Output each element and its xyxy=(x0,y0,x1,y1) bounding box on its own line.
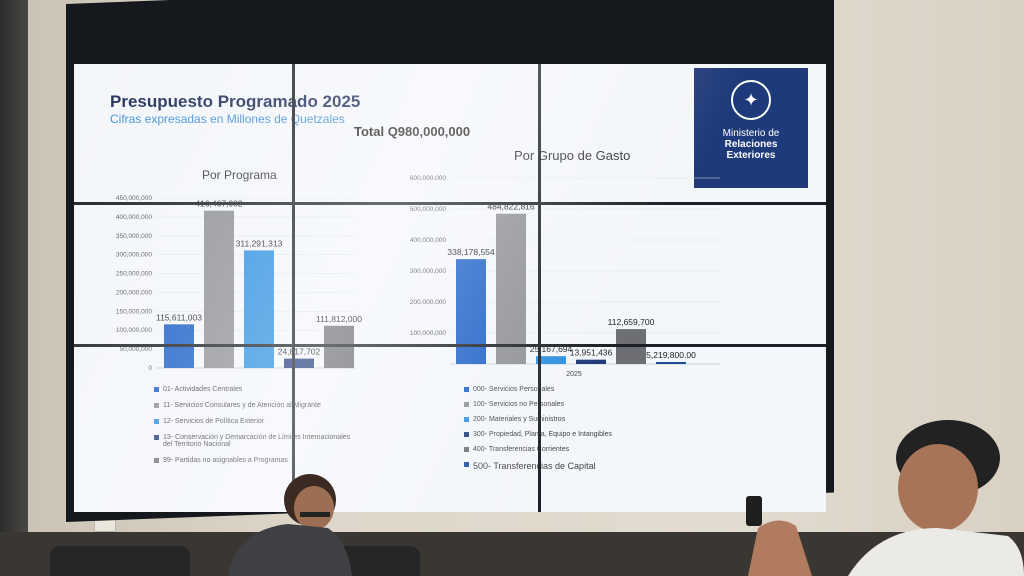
slide-title: Presupuesto Programado 2025 xyxy=(110,92,361,111)
legend-swatch xyxy=(464,387,469,392)
x-tick-label: 2025 xyxy=(566,371,582,378)
data-label: 13,951,436 xyxy=(570,348,613,358)
bar-3 xyxy=(284,358,314,368)
logo-line-3: Exteriores xyxy=(726,150,776,161)
data-label: 5,219,800.00 xyxy=(646,350,696,360)
legend-label: 500- Transferencias de Capital xyxy=(473,461,596,471)
data-label: 484,822,816 xyxy=(487,202,535,212)
legend-item: 13- Conservación y Demarcación de Límite… xyxy=(154,434,354,448)
legend-label: 13- Conservación y Demarcación de Límite… xyxy=(163,434,351,448)
bar-5 xyxy=(656,362,686,364)
legend-label: 300- Propiedad, Planta, Equipo e Intangi… xyxy=(473,431,612,438)
y-tick-label: 300,000,000 xyxy=(410,268,447,275)
legend-label: 99- Partidas no asignables a Programas xyxy=(163,457,288,464)
data-label: 25,167,694 xyxy=(530,344,573,354)
chart-title-programa: Por Programa xyxy=(202,168,277,182)
legend-item: 500- Transferencias de Capital xyxy=(464,461,704,471)
seated-man xyxy=(228,474,352,576)
y-tick-label: 200,000,000 xyxy=(410,299,447,306)
legend-item: 100- Servicios no Personales xyxy=(464,401,704,408)
legend-item: 400- Transferencias Corrientes xyxy=(464,446,704,453)
bar-2 xyxy=(536,356,566,364)
bar-1 xyxy=(496,213,526,364)
y-tick-label: 500,000,000 xyxy=(410,206,447,213)
legend-item: 99- Partidas no asignables a Programas xyxy=(154,457,354,464)
legend-label: 100- Servicios no Personales xyxy=(473,401,565,408)
legend-label: 200- Materiales y Suministros xyxy=(473,416,566,423)
legend-swatch xyxy=(154,435,159,440)
man-with-phone xyxy=(746,420,1024,576)
left-door-frame xyxy=(0,0,28,576)
legend-label: 12- Servicios de Política Exterior xyxy=(163,418,265,425)
legend-swatch xyxy=(464,402,469,407)
legend-item: 11- Servicios Consulares y de Atención a… xyxy=(154,402,354,409)
bar-1 xyxy=(204,210,234,368)
legend-gasto: 000- Servicios Personales 100- Servicios … xyxy=(464,386,704,479)
guatemala-coat-of-arms-icon: ✦ xyxy=(731,80,771,120)
y-tick-label: 600,000,000 xyxy=(410,175,447,182)
legend-swatch xyxy=(154,419,159,424)
screen-seam xyxy=(292,64,295,512)
logo-line-2: Relaciones xyxy=(724,139,778,150)
screen-seam xyxy=(74,344,826,347)
legend-programa: 01- Actividades Centrales 11- Servicios C… xyxy=(154,386,354,473)
legend-label: 000- Servicios Personales xyxy=(473,386,555,393)
legend-swatch xyxy=(464,417,469,422)
y-tick-label: 400,000,000 xyxy=(410,237,447,244)
presentation-screen: Presupuesto Programado 2025 Cifras expre… xyxy=(74,64,826,512)
legend-label: 400- Transferencias Corrientes xyxy=(473,446,570,453)
legend-swatch xyxy=(154,403,159,408)
data-label: 111,812,000 xyxy=(316,314,362,324)
y-tick-label: 150,000,000 xyxy=(116,308,153,315)
legend-item: 300- Propiedad, Planta, Equipo e Intangi… xyxy=(464,431,704,438)
legend-item: 200- Materiales y Suministros xyxy=(464,416,704,423)
legend-swatch xyxy=(464,462,469,467)
y-tick-label: 200,000,000 xyxy=(116,289,153,296)
legend-item: 12- Servicios de Política Exterior xyxy=(154,418,354,425)
data-label: 115,611,003 xyxy=(156,312,202,322)
data-label: 311,291,313 xyxy=(236,238,283,248)
budget-total: Total Q980,000,000 xyxy=(354,124,471,139)
bar-0 xyxy=(456,259,486,364)
y-tick-label: 0 xyxy=(148,365,152,372)
data-label: 112,659,700 xyxy=(608,317,655,327)
y-tick-label: 350,000,000 xyxy=(116,233,153,240)
screen-seam xyxy=(538,64,541,512)
y-tick-label: 50,000,000 xyxy=(119,346,152,353)
logo-line-1: Ministerio de xyxy=(722,128,780,139)
legend-swatch xyxy=(464,447,469,452)
chair xyxy=(50,546,190,576)
y-tick-label: 250,000,000 xyxy=(116,271,153,278)
y-tick-label: 300,000,000 xyxy=(116,252,153,259)
slide-subtitle: Cifras expresadas en Millones de Quetzal… xyxy=(110,112,345,126)
ministry-logo: ✦ Ministerio de Relaciones Exteriores xyxy=(694,68,808,188)
screen-seam xyxy=(74,202,826,205)
legend-item: 01- Actividades Centrales xyxy=(154,386,354,393)
legend-label: 11- Servicios Consulares y de Atención a… xyxy=(163,402,321,409)
y-tick-label: 400,000,000 xyxy=(116,214,153,221)
legend-label: 01- Actividades Centrales xyxy=(163,386,243,393)
data-label: 24,817,702 xyxy=(278,347,321,357)
data-label: 338,178,554 xyxy=(447,247,495,257)
y-tick-label: 100,000,000 xyxy=(116,327,153,334)
y-tick-label: 100,000,000 xyxy=(410,330,447,337)
legend-swatch xyxy=(464,432,469,437)
bar-2 xyxy=(244,250,274,368)
bar-3 xyxy=(576,359,606,364)
legend-item: 000- Servicios Personales xyxy=(464,386,704,393)
legend-swatch xyxy=(154,458,159,463)
chart-title-gasto: Por Grupo de Gasto xyxy=(514,148,631,163)
legend-swatch xyxy=(154,387,159,392)
y-tick-label: 450,000,000 xyxy=(116,195,153,202)
phone-icon xyxy=(746,496,762,526)
